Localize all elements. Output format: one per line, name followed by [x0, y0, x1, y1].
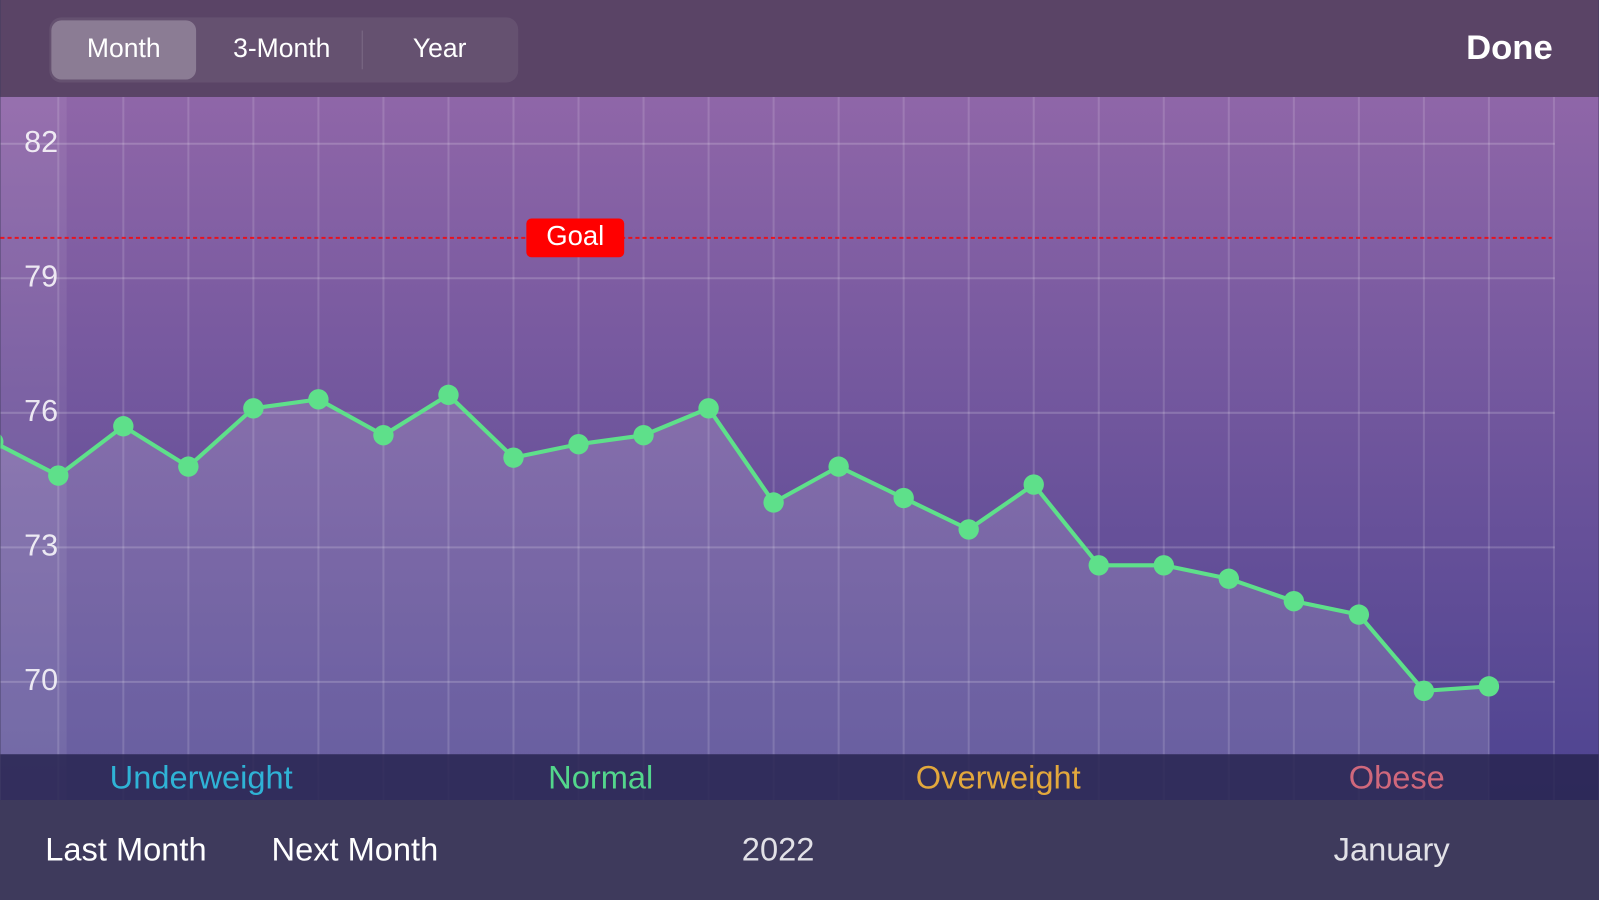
chart-background: [0, 96, 1599, 801]
data-point: [48, 465, 69, 486]
header-background: [0, 0, 1599, 97]
data-point: [438, 384, 459, 406]
segment-button[interactable]: 3-Month: [233, 33, 330, 63]
data-point: [1153, 555, 1174, 576]
weight-line: [0, 392, 1490, 693]
data-point: [1023, 474, 1044, 495]
data-point: [113, 416, 134, 437]
bmi-band-background: [0, 754, 1599, 801]
y-tick-label: 70: [24, 663, 58, 697]
footer-background: [0, 800, 1599, 900]
selected-segment: [51, 20, 197, 80]
segment-button[interactable]: Year: [413, 33, 467, 63]
bmi-category: Obese: [1349, 758, 1445, 795]
data-point: [1218, 568, 1240, 589]
y-tick-label: 76: [24, 394, 58, 428]
segmented-control: [49, 17, 519, 83]
done-button[interactable]: Done: [1466, 29, 1553, 67]
data-point: [243, 398, 264, 419]
data-point: [763, 492, 784, 513]
data-point: [958, 519, 979, 540]
data-point: [1413, 680, 1435, 702]
next-month-button[interactable]: Next Month: [272, 831, 439, 868]
footer: Last Month Next Month 2022 January: [0, 800, 1599, 900]
plot-area: 827976737067Goal: [0, 96, 1555, 801]
data-point: [373, 425, 394, 446]
data-point: [178, 456, 199, 477]
y-tick-label: 82: [24, 125, 58, 159]
goal-label: Goal: [546, 220, 604, 251]
y-axis-strip: [0, 96, 67, 801]
data-point: [893, 487, 914, 509]
data-point: [1088, 555, 1109, 576]
bmi-category: Overweight: [916, 758, 1081, 795]
data-point: [1478, 676, 1500, 697]
data-point: [0, 434, 4, 450]
segment-button[interactable]: Month: [87, 33, 161, 63]
data-point: [1348, 604, 1370, 625]
last-month-button[interactable]: Last Month: [45, 831, 206, 868]
year-label: 2022: [742, 831, 815, 868]
bmi-category: Normal: [548, 758, 653, 795]
data-point: [828, 456, 849, 477]
data-point: [568, 433, 589, 455]
bmi-category: Underweight: [110, 758, 293, 795]
bmi-band: Underweight Normal Overweight Obese: [0, 754, 1599, 801]
data-point: [503, 447, 524, 468]
area-fill: [0, 394, 1489, 801]
data-point: [1283, 590, 1305, 612]
y-tick-label: 79: [24, 259, 58, 293]
goal-badge: [526, 218, 625, 258]
y-tick-label: 73: [24, 528, 58, 562]
data-point: [633, 425, 654, 446]
data-point: [308, 389, 329, 410]
data-point: [698, 398, 719, 419]
month-label: January: [1334, 831, 1451, 868]
header: Month 3-Month Year Done: [0, 0, 1599, 97]
